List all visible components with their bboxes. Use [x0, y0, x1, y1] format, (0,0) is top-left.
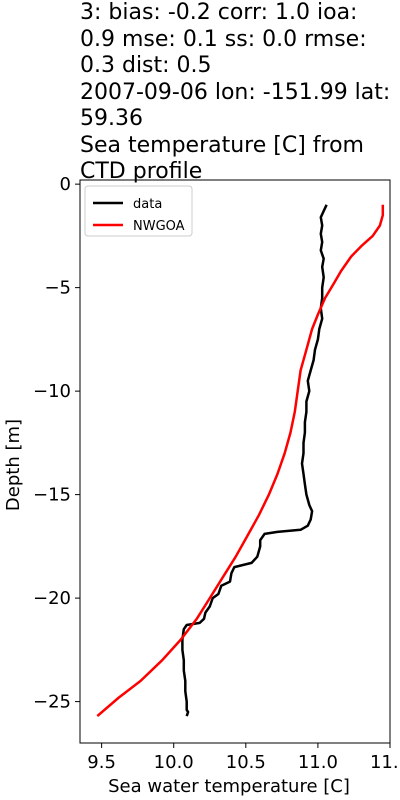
chart-title: 3: bias: -0.2 corr: 1.0 ioa: 0.9 mse: 0.… — [80, 0, 398, 186]
x-tick-label: 11.5 — [370, 752, 400, 773]
x-tick-label: 9.5 — [87, 752, 116, 773]
x-tick-label: 10.0 — [154, 752, 194, 773]
legend-label: NWGOA — [133, 219, 185, 234]
y-tick-label: −10 — [33, 381, 71, 402]
x-tick-label: 10.5 — [226, 752, 266, 773]
title-line: 0.3 dist: 0.5 — [80, 53, 212, 78]
x-tick-label: 11.0 — [298, 752, 338, 773]
axes: 9.5 10.0 10.5 11.0 11.5 0 −5 −10 −15 −20 −25 — [33, 174, 400, 773]
title-line: 3: bias: -0.2 corr: 1.0 ioa: — [80, 0, 358, 25]
y-axis-label: Depth [m] — [3, 419, 24, 511]
title-line: 59.36 — [80, 106, 143, 131]
legend-label: data — [133, 197, 162, 212]
title-line: 0.9 mse: 0.1 ss: 0.0 rmse: — [80, 26, 367, 52]
y-tick-label: −20 — [33, 588, 71, 609]
y-tick-label: −5 — [44, 278, 71, 299]
y-tick-label: 0 — [60, 174, 71, 195]
series-line-data — [181, 204, 328, 717]
series-line-nwgoa — [96, 204, 385, 718]
title-line: 2007-09-06 lon: -151.99 lat: — [80, 79, 391, 105]
y-tick-label: −25 — [33, 692, 71, 713]
series-layer — [96, 204, 385, 718]
legend-box — [84, 185, 193, 237]
title-line: Sea temperature [C] from — [80, 132, 364, 158]
legend: data NWGOA — [84, 185, 193, 237]
plot-frame — [79, 179, 391, 744]
x-axis-label: Sea water temperature [C] — [108, 776, 350, 797]
y-tick-label: −15 — [33, 485, 71, 506]
